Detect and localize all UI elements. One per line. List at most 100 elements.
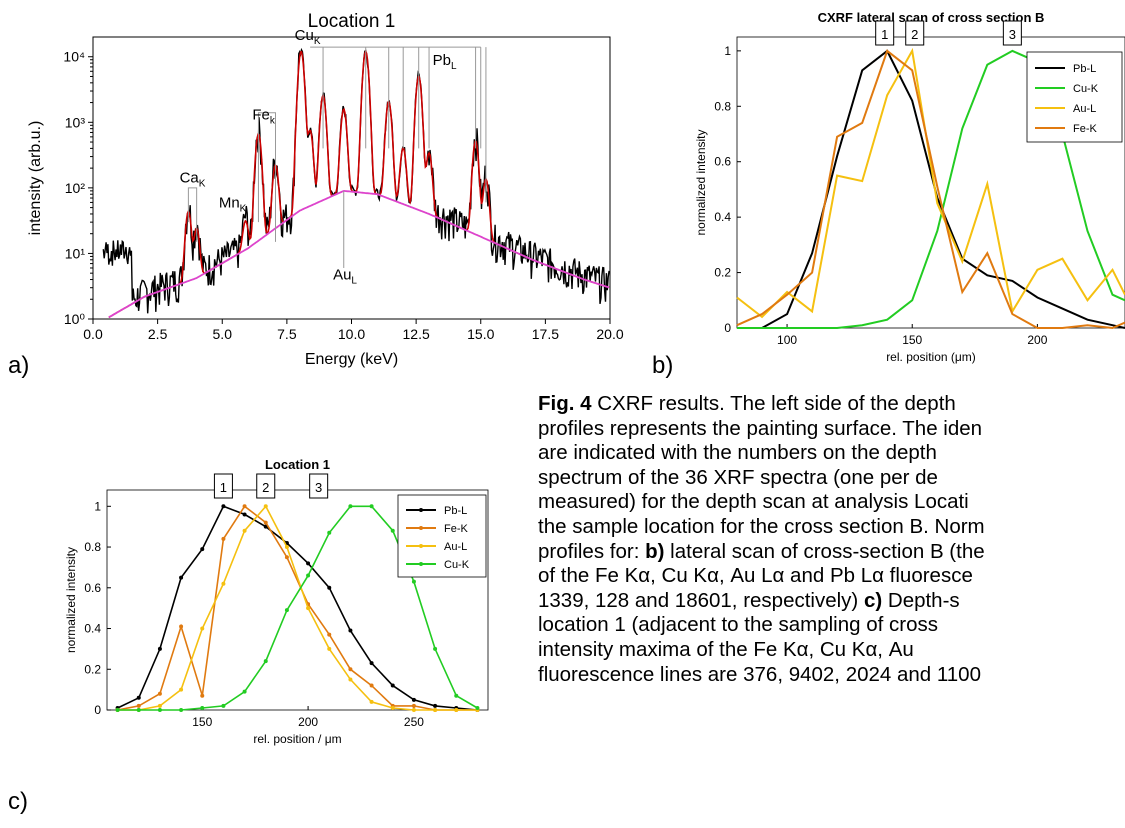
y-tick-label: 10⁴	[63, 49, 85, 65]
series-line-Au-L	[736, 47, 1125, 319]
data-point	[179, 708, 184, 712]
data-point	[411, 579, 416, 584]
peak-label: 3	[1009, 27, 1016, 42]
element-annotation: Fek	[252, 107, 276, 127]
panel-c: Location 1 150 200 250 0 0.2 0.4 0.6 0.8 1 rel. po…	[0, 440, 540, 823]
caption-line: fluorescence lines are 376, 9402, 2024 a…	[538, 662, 981, 686]
data-point	[179, 624, 184, 629]
element-annotation: CaK	[180, 170, 206, 190]
y-tick-label: 1	[724, 44, 731, 58]
x-tick-label: 20.0	[596, 326, 623, 342]
data-point	[284, 555, 289, 560]
data-point	[115, 708, 120, 712]
legend-marker	[419, 526, 423, 530]
data-point	[433, 703, 438, 708]
legend-marker	[419, 544, 423, 548]
y-tick-label: 1	[94, 499, 101, 513]
y-tick-label: 0.6	[84, 581, 101, 595]
data-point	[263, 520, 268, 525]
data-point	[411, 703, 416, 708]
data-point	[348, 628, 353, 633]
caption-line: are indicated with the numbers on the de…	[538, 441, 937, 465]
data-point	[306, 606, 311, 611]
y-tick-label: 0.2	[714, 266, 731, 280]
y-axis-label: intensity (arb.u.)	[27, 121, 44, 236]
series-line-Pb-L	[117, 505, 478, 711]
panel-label-b: b)	[652, 352, 674, 379]
chart-title: Location 1	[265, 457, 330, 472]
data-point	[200, 547, 205, 552]
y-tick-label: 0.2	[84, 662, 101, 676]
peak-marker	[187, 187, 198, 242]
data-point	[200, 705, 205, 710]
caption-line: Fig. 4 CXRF results. The left side of th…	[538, 392, 956, 415]
x-tick-label: 150	[902, 333, 922, 347]
y-tick-label: 0.4	[714, 210, 731, 224]
data-point	[242, 504, 247, 509]
data-point	[242, 512, 247, 517]
peak-label-box	[213, 473, 233, 499]
data-point	[221, 581, 226, 586]
y-tick-label: 10²	[65, 180, 86, 196]
figure-caption: Fig. 4 CXRF results. The left side of th…	[538, 392, 1125, 687]
x-tick-label: 17.5	[532, 326, 559, 342]
x-tick-label: 10.0	[338, 326, 365, 342]
panel-label-a: a)	[8, 352, 30, 379]
legend-label: Au-L	[1073, 103, 1096, 115]
legend-marker	[419, 508, 423, 512]
series-line-Fe-K	[736, 49, 1125, 330]
chart-title: Location 1	[308, 11, 396, 32]
data-point	[179, 575, 184, 580]
x-tick-label: 150	[192, 715, 212, 729]
data-point	[200, 693, 205, 698]
plot-frame	[736, 36, 1125, 329]
caption-line: profiles for: b) lateral scan of cross-s…	[538, 539, 985, 563]
data-point	[284, 545, 289, 550]
caption-line: measured) for the depth scan at analysis…	[538, 490, 969, 514]
lateral-scan-chart: CXRF lateral scan of cross section B 100 1…	[694, 10, 1125, 364]
peak-marker	[257, 112, 277, 242]
data-point	[327, 646, 332, 651]
legend-label: Pb-L	[1073, 63, 1096, 75]
y-tick-label: 10⁰	[64, 311, 86, 327]
caption-fig-label: Fig. 4	[538, 392, 592, 415]
depth-scan-chart: Location 1 150 200 250 0 0.2 0.4 0.6 0.8 1 rel. po…	[64, 457, 489, 746]
data-point	[242, 689, 247, 694]
peak-label-box	[256, 473, 276, 499]
data-point	[221, 703, 226, 708]
panel-a: Location 1 0.0 2.5 5.0 7.5 10.0 12.5 15.0 17.5 20…	[0, 0, 640, 390]
data-point	[327, 585, 332, 590]
data-point	[433, 708, 438, 712]
data-point	[242, 528, 247, 533]
y-axis-label: normalized intensity	[694, 129, 708, 235]
x-tick-label: 200	[1027, 333, 1047, 347]
caption-line: profiles represents the painting surface…	[538, 416, 983, 440]
data-point	[327, 632, 332, 637]
x-tick-label: 250	[404, 715, 424, 729]
caption-line: location 1 (adjacent to the sampling of …	[538, 613, 938, 637]
data-point	[390, 705, 395, 710]
data-point	[454, 708, 459, 712]
data-point	[411, 708, 416, 712]
data-point	[136, 695, 141, 700]
data-point	[200, 626, 205, 631]
data-point	[369, 699, 374, 704]
legend-label: Fe-K	[1073, 123, 1098, 135]
y-tick-label: 10³	[65, 114, 86, 130]
x-tick-label: 5.0	[213, 326, 233, 342]
peak-label: 2	[262, 480, 269, 495]
x-axis-label: rel. position / μm	[253, 732, 341, 746]
data-point	[433, 646, 438, 651]
legend-label: Au-L	[444, 541, 467, 553]
x-tick-label: 100	[777, 333, 797, 347]
data-point	[263, 504, 268, 509]
caption-line: spectrum of the 36 XRF spectra (one per …	[538, 465, 938, 489]
data-point	[136, 708, 141, 712]
y-tick-label: 0.6	[714, 155, 731, 169]
data-point	[263, 659, 268, 664]
x-tick-label: 2.5	[148, 326, 168, 342]
y-tick-label: 10¹	[65, 245, 86, 261]
data-point	[369, 661, 374, 666]
y-tick-label: 0.8	[714, 99, 731, 113]
panel-label-c: c)	[8, 788, 28, 815]
